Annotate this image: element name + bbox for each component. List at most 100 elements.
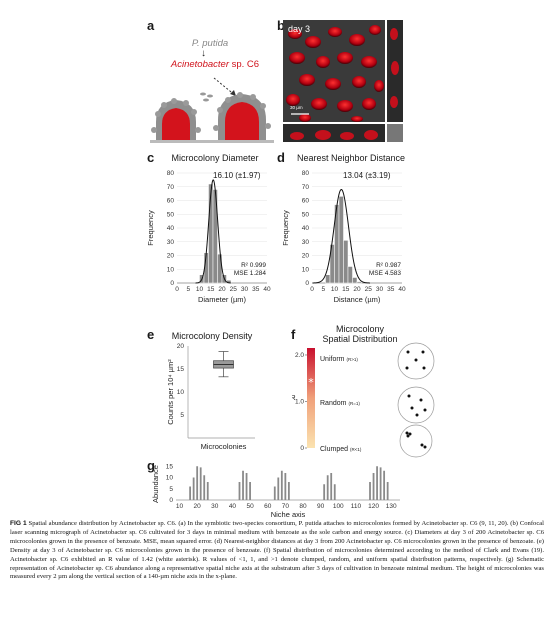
- x-tick-label: 35: [387, 286, 395, 293]
- chart-d-title: Nearest Neighbor Distance: [296, 153, 406, 163]
- y-tick-label: 30: [167, 239, 175, 246]
- xz-colonies: [290, 130, 378, 140]
- y-tick-label: 40: [302, 225, 310, 232]
- x-tick-label: 10: [196, 286, 204, 293]
- abundance-bar: [206, 482, 209, 500]
- x-tick-label: 40: [229, 503, 237, 510]
- organism-putida-label: P. putida: [191, 38, 229, 49]
- x-tick-label: 60: [264, 503, 272, 510]
- clumped-label: Clumped (R<1): [320, 446, 362, 453]
- y-tick-label: 0: [170, 280, 174, 287]
- abundance-bar: [284, 473, 287, 500]
- chart-c-fit-curve: [195, 179, 231, 284]
- x-tick-label: 30: [211, 503, 219, 510]
- y-tick-label: 20: [167, 253, 175, 260]
- chart-e: 5 10 15 20 Counts per 10⁴ µm² Microcolonies: [166, 343, 255, 451]
- chart-d-mse: MSE 4.583: [368, 269, 401, 277]
- arrow-head-icon: [230, 90, 236, 96]
- panel-d-label: d: [277, 150, 285, 165]
- chart-c-title: Microcolony Diameter: [171, 153, 259, 163]
- chart-g-y-axis-label: Abundance: [151, 465, 160, 503]
- chart-d-mean: 13.04 (±3.19): [343, 171, 391, 180]
- chart-d-y-axis-label: Frequency: [281, 210, 290, 246]
- chart-g: 0 5 10 15 10 20 30 40 50 60 70 80 90 100 110 120 130 Ni…: [151, 463, 400, 519]
- abundance-bar: [242, 470, 244, 500]
- figure-label: FIG 1: [10, 520, 27, 527]
- chart-c-mse: MSE 1.284: [233, 269, 266, 277]
- abundance-bar: [277, 477, 280, 500]
- chart-c-x-axis-label: Diameter (µm): [198, 295, 247, 304]
- chart-e-category-label: Microcolonies: [201, 442, 247, 451]
- x-tick-label: 50: [246, 503, 254, 510]
- chart-c-y-axis-label: Frequency: [146, 210, 155, 246]
- uniform-label: Uniform (R>1): [320, 356, 358, 363]
- organism-acinetobacter-label: Acinetobacter sp. C6: [170, 59, 260, 70]
- x-tick-label: 25: [230, 286, 238, 293]
- x-tick-label: 20: [194, 503, 202, 510]
- xz-section: [283, 124, 385, 142]
- abundance-bar: [383, 470, 386, 500]
- x-tick-label: 40: [263, 286, 271, 293]
- substratum: [150, 140, 274, 143]
- y-tick-label: 15: [177, 366, 185, 373]
- chart-f: 0 1.0 2.0 * R Uniform (R>1) Random (R=1) Clu…: [292, 342, 435, 458]
- chart-c-mean: 16.10 (±1.97): [213, 171, 261, 180]
- x-tick-label: 30: [241, 286, 249, 293]
- clumped-pattern-circle: [399, 424, 433, 458]
- y-tick-label: 0: [305, 280, 309, 287]
- chart-d-stats: R² 0.987 MSE 4.583: [355, 262, 401, 277]
- y-tick-label: 5: [169, 486, 173, 493]
- y-tick-label: 5: [180, 412, 184, 419]
- x-tick-label: 10: [176, 503, 184, 510]
- histogram-bar: [352, 277, 358, 284]
- chart-e-y-axis-label: Counts per 10⁴ µm²: [166, 359, 175, 425]
- y-tick-label: 0: [300, 445, 304, 452]
- x-tick-label: 130: [386, 503, 397, 510]
- x-tick-label: 25: [365, 286, 373, 293]
- abundance-bar: [249, 482, 251, 500]
- y-tick-label: 80: [302, 170, 310, 177]
- x-tick-label: 0: [310, 286, 314, 293]
- x-tick-label: 100: [333, 503, 344, 510]
- histogram-bar: [338, 196, 344, 284]
- y-tick-label: 10: [167, 266, 175, 273]
- x-tick-label: 5: [321, 286, 325, 293]
- chart-f-y-axis-label: R: [292, 393, 296, 402]
- corner-block: [387, 124, 403, 142]
- x-tick-label: 35: [252, 286, 260, 293]
- y-tick-label: 30: [302, 239, 310, 246]
- yz-colonies: [390, 28, 399, 108]
- y-tick-label: 10: [166, 475, 174, 482]
- colony-right: [213, 92, 271, 140]
- chart-g-x-axis-label: Niche axis: [271, 510, 306, 519]
- figure-caption: FIG 1 Spatial abundance distribution by …: [10, 520, 544, 582]
- chart-c-stats: R² 0.999 MSE 1.284: [220, 262, 266, 277]
- y-tick-label: 1.0: [295, 399, 304, 406]
- caption-text: Spatial abundance distribution by Acinet…: [10, 520, 545, 581]
- colony-left: [151, 98, 201, 140]
- x-tick-label: 0: [175, 286, 179, 293]
- abundance-bar: [192, 477, 195, 500]
- x-tick-label: 20: [218, 286, 226, 293]
- abundance-bar: [203, 475, 206, 500]
- random-label: Random (R=1): [320, 400, 360, 407]
- chart-f-title-line2: Spatial Distribution: [322, 334, 398, 344]
- y-tick-label: 80: [167, 170, 175, 177]
- r-value-color-bar: [307, 348, 315, 448]
- abundance-bar: [323, 484, 326, 500]
- abundance-bar: [196, 466, 199, 500]
- x-tick-label: 15: [207, 286, 215, 293]
- x-tick-label: 90: [317, 503, 325, 510]
- y-tick-label: 2.0: [295, 352, 304, 359]
- chart-e-boxplot: [213, 351, 234, 378]
- y-tick-label: 40: [167, 225, 175, 232]
- abundance-bar: [287, 482, 290, 500]
- attachment-arrow: [213, 77, 237, 97]
- y-tick-label: 70: [302, 184, 310, 191]
- chart-d-fit-curve: [312, 189, 371, 284]
- y-tick-label: 10: [302, 266, 310, 273]
- histogram-bar: [356, 281, 362, 284]
- abundance-bar: [376, 466, 378, 500]
- histogram-bar: [347, 266, 353, 284]
